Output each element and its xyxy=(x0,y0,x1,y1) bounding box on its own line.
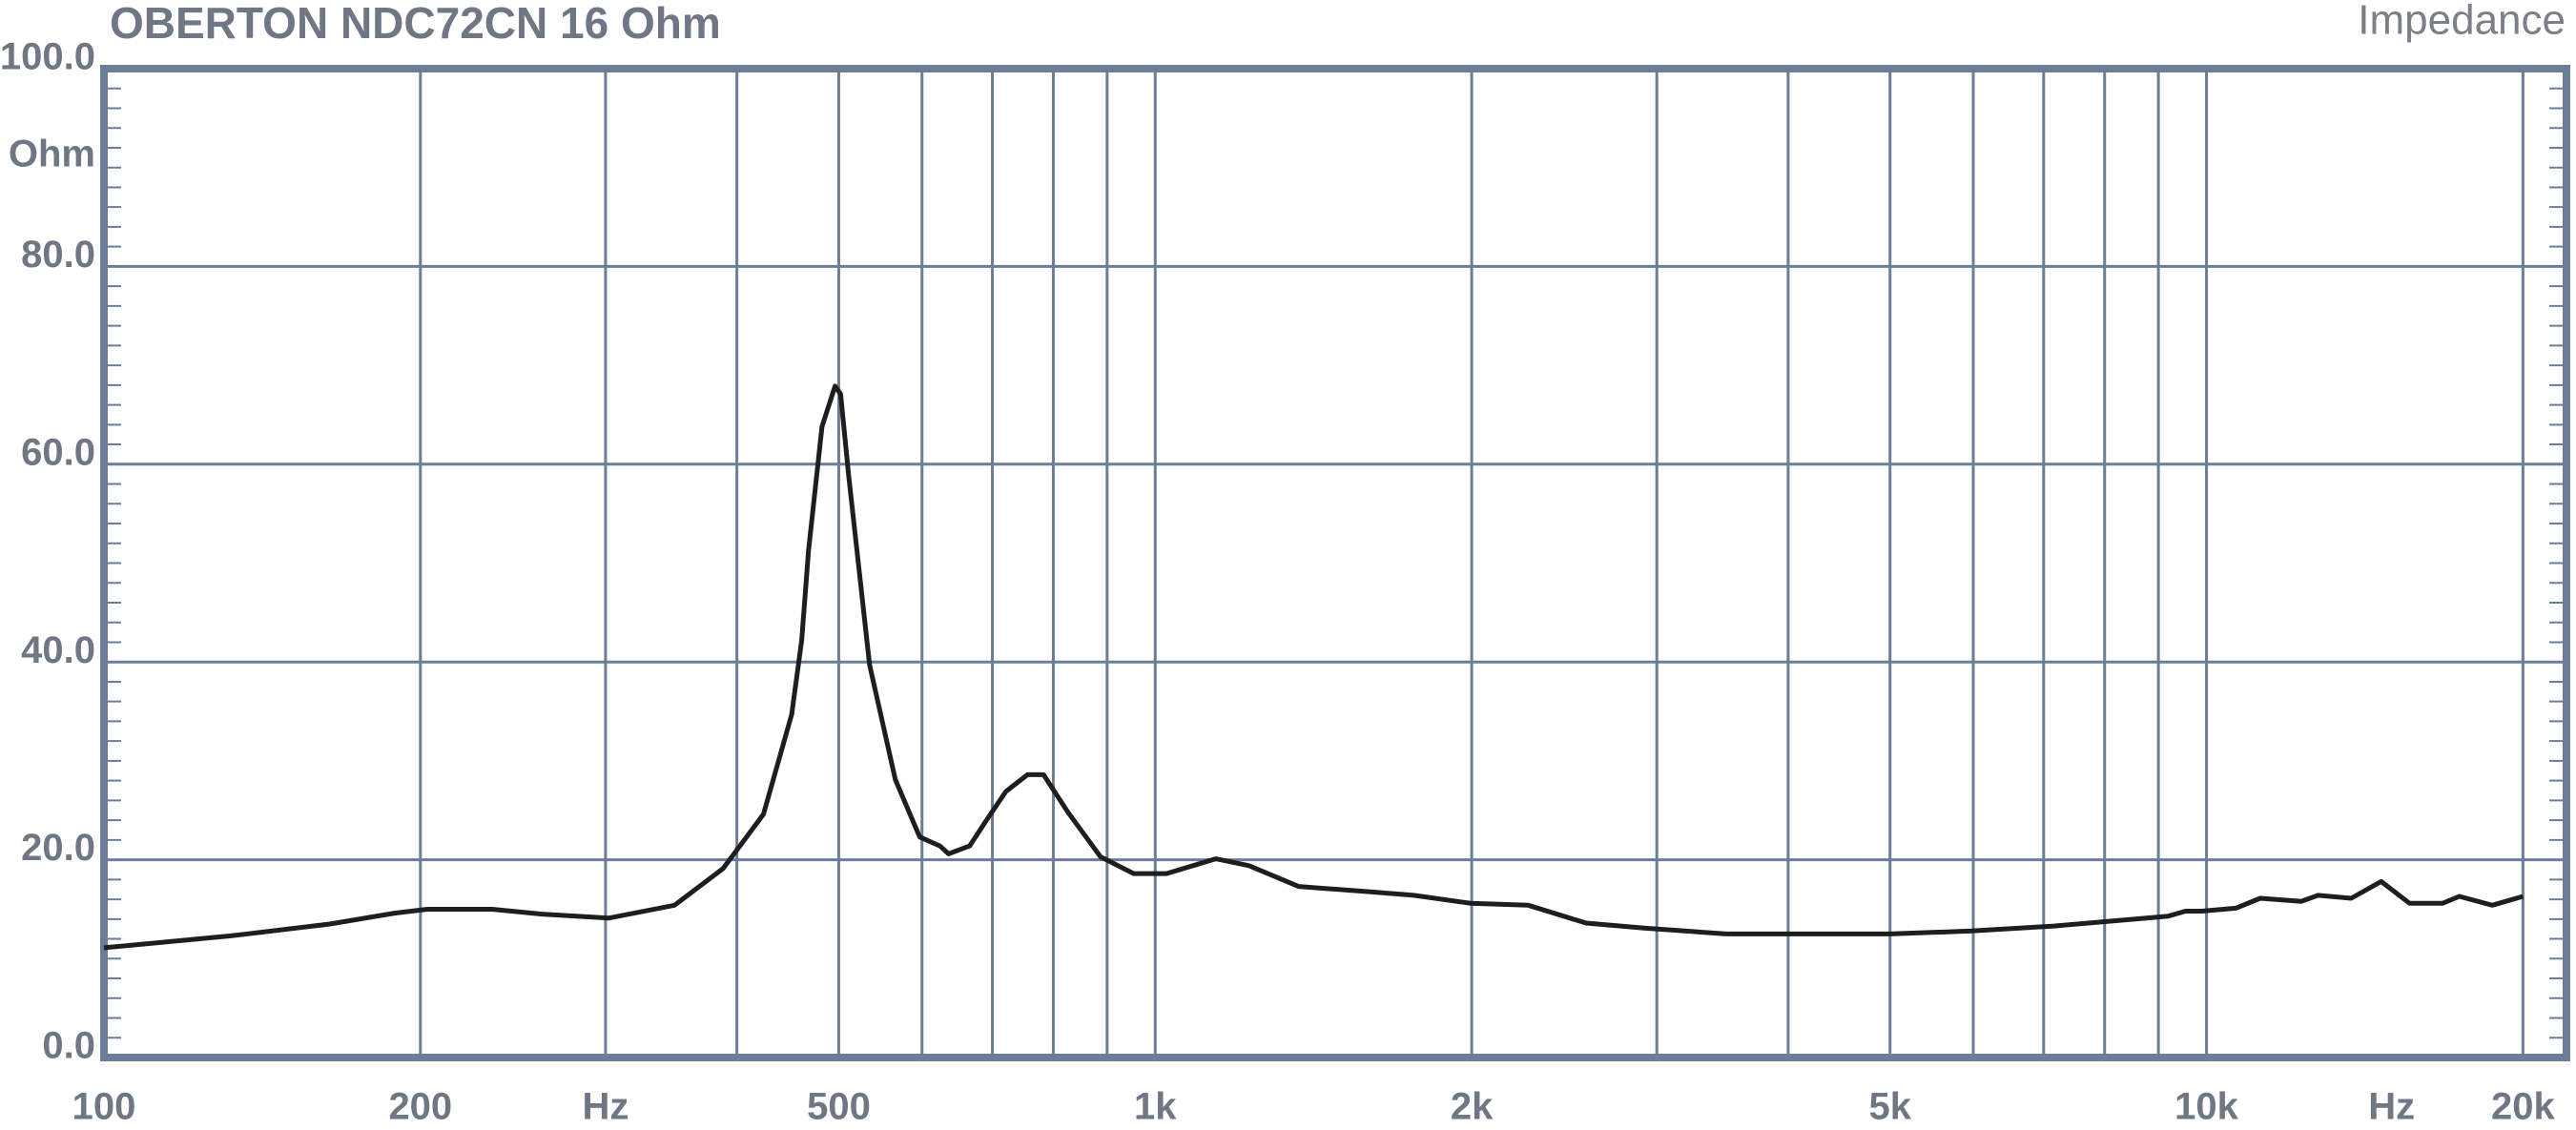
x-tick-label: 20k xyxy=(2491,1086,2555,1128)
x-tick-label: 100 xyxy=(72,1086,136,1128)
y-tick-label: 100.0 xyxy=(0,36,95,78)
chart-title: OBERTON NDC72CN 16 Ohm xyxy=(110,0,721,48)
y-tick-label: 80.0 xyxy=(21,234,95,276)
x-tick-label: Hz xyxy=(2368,1086,2415,1128)
plot-frame xyxy=(100,65,2570,1061)
y-tick-label: 60.0 xyxy=(21,431,95,473)
x-tick-label: 500 xyxy=(807,1086,871,1128)
chart-subtitle: Impedance xyxy=(2358,0,2566,44)
x-tick-label: 1k xyxy=(1134,1086,1177,1128)
y-tick-label: 20.0 xyxy=(21,827,95,869)
x-tick-label: 10k xyxy=(2174,1086,2238,1128)
y-tick-label: 40.0 xyxy=(21,629,95,671)
x-tick-label: Hz xyxy=(582,1086,629,1128)
y-tick-label: 0.0 xyxy=(42,1025,95,1067)
x-tick-label: 5k xyxy=(1868,1086,1911,1128)
impedance-line xyxy=(103,383,2524,951)
x-tick-label: 200 xyxy=(388,1086,452,1128)
x-tick-label: 2k xyxy=(1451,1086,1494,1128)
y-unit: Ohm xyxy=(9,134,95,175)
